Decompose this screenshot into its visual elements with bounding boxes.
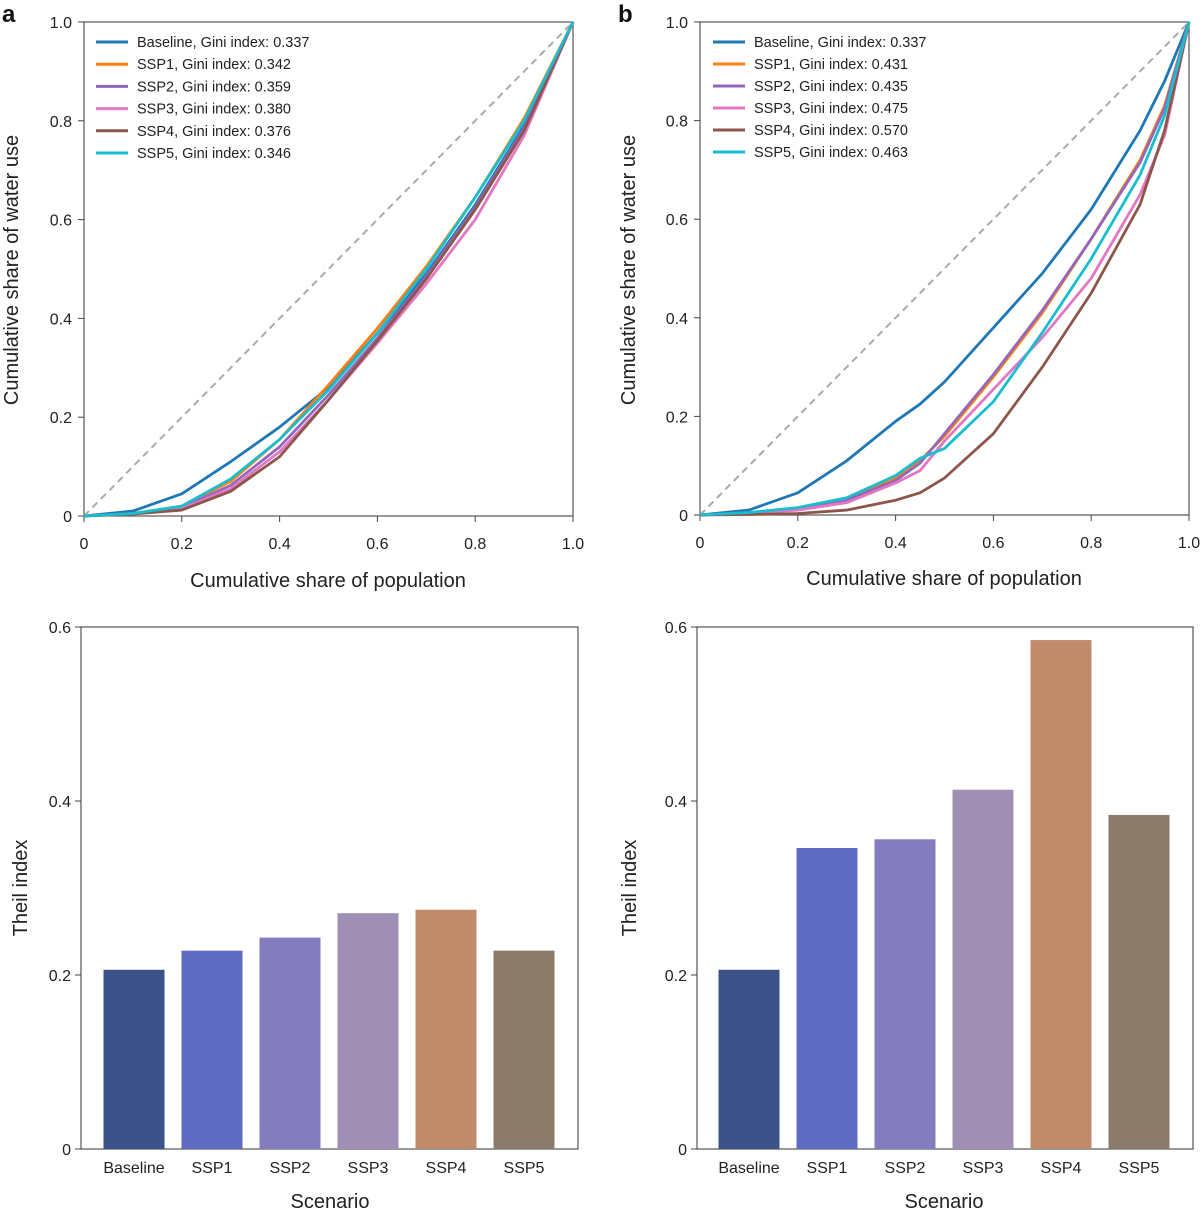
x-tick-label: 0.4 bbox=[268, 536, 290, 553]
y-tick-label: 0.4 bbox=[665, 794, 687, 811]
x-tick-label: 0.8 bbox=[464, 536, 486, 553]
bar-baseline bbox=[103, 969, 165, 1149]
x-axis-label: Cumulative share of population bbox=[806, 568, 1082, 590]
y-tick-label: 0.6 bbox=[49, 620, 71, 637]
x-axis-label: Scenario bbox=[291, 1191, 370, 1209]
y-tick-label: 0.4 bbox=[50, 311, 72, 328]
y-tick-label: 1.0 bbox=[50, 15, 72, 32]
x-tick-label: 0.2 bbox=[171, 536, 193, 553]
x-tick-label: 0.6 bbox=[982, 535, 1004, 552]
y-tick-label: 0.6 bbox=[50, 213, 72, 230]
series-line-4 bbox=[699, 21, 1191, 517]
x-tick-label: SSP1 bbox=[192, 1160, 233, 1177]
equality-line bbox=[83, 21, 574, 517]
x-axis-label: Cumulative share of population bbox=[190, 570, 466, 592]
x-tick-label: 0.2 bbox=[787, 535, 809, 552]
y-tick-label: 0 bbox=[63, 509, 72, 526]
theil-bar-chart-b: Scenario Theil index 0 0.2 0.4 0.6 Baseline S… bbox=[619, 620, 1194, 1213]
series-line-5 bbox=[699, 21, 1191, 517]
legend-label: SSP4, Gini index: 0.376 bbox=[137, 124, 291, 140]
y-tick-label: 0.4 bbox=[49, 794, 71, 811]
x-tick-label: 1.0 bbox=[1178, 535, 1200, 552]
panel-label-a: a bbox=[2, 1, 16, 28]
y-tick-label: 0.2 bbox=[50, 410, 72, 427]
bar-ssp2 bbox=[874, 839, 936, 1149]
legend-label: SSP2, Gini index: 0.435 bbox=[754, 79, 908, 95]
legend-label: SSP1, Gini index: 0.342 bbox=[137, 57, 291, 73]
plot-frame bbox=[83, 21, 574, 517]
legend-label: SSP3, Gini index: 0.380 bbox=[137, 102, 291, 118]
bar-ssp4 bbox=[415, 909, 477, 1149]
theil-bar-chart-a: Scenario Theil index 0 0.2 0.4 0.6 Baseline S… bbox=[10, 620, 579, 1213]
x-tick-label: Baseline bbox=[718, 1160, 779, 1177]
x-tick-label: 0 bbox=[696, 535, 705, 552]
x-tick-label: 0 bbox=[80, 536, 89, 553]
y-axis-label: Theil index bbox=[619, 840, 641, 937]
y-tick-label: 0.2 bbox=[49, 968, 71, 985]
bar-ssp1 bbox=[796, 847, 858, 1149]
x-tick-label: 1.0 bbox=[562, 536, 584, 553]
x-tick-label: SSP3 bbox=[348, 1160, 389, 1177]
legend-label: SSP4, Gini index: 0.570 bbox=[754, 123, 908, 139]
lorenz-chart-a: Cumulative share of population Cumulativ… bbox=[1, 15, 584, 592]
legend-label: SSP2, Gini index: 0.359 bbox=[137, 79, 291, 95]
y-tick-label: 0 bbox=[678, 1142, 687, 1159]
bar-ssp3 bbox=[952, 789, 1014, 1149]
legend-label: SSP5, Gini index: 0.346 bbox=[137, 146, 291, 162]
panel-label-b: b bbox=[618, 1, 633, 28]
bar-ssp1 bbox=[181, 950, 243, 1149]
x-tick-label: 0.8 bbox=[1080, 535, 1102, 552]
y-tick-label: 0.8 bbox=[50, 114, 72, 131]
plot-frame bbox=[699, 21, 1190, 516]
series-line-4 bbox=[83, 21, 575, 518]
y-axis-label: Theil index bbox=[10, 840, 32, 937]
x-tick-label: 0.6 bbox=[366, 536, 388, 553]
x-tick-label: SSP4 bbox=[1041, 1160, 1082, 1177]
bar-ssp5 bbox=[493, 950, 555, 1149]
x-tick-label: SSP4 bbox=[426, 1160, 467, 1177]
y-tick-label: 1.0 bbox=[666, 15, 688, 32]
legend-label: SSP1, Gini index: 0.431 bbox=[754, 57, 908, 73]
x-tick-label: SSP2 bbox=[885, 1160, 926, 1177]
lorenz-chart-b: Cumulative share of population Cumulativ… bbox=[618, 15, 1200, 590]
x-axis-label: Scenario bbox=[905, 1191, 984, 1209]
y-tick-label: 0 bbox=[679, 508, 688, 525]
y-axis-label: Cumulative share of water use bbox=[618, 135, 640, 405]
legend-label: Baseline, Gini index: 0.337 bbox=[754, 35, 927, 51]
x-tick-label: SSP5 bbox=[504, 1160, 545, 1177]
y-tick-label: 0.8 bbox=[666, 114, 688, 131]
y-tick-label: 0.6 bbox=[666, 212, 688, 229]
y-tick-label: 0 bbox=[62, 1142, 71, 1159]
series-line-5 bbox=[83, 21, 575, 518]
y-axis-label: Cumulative share of water use bbox=[1, 135, 23, 405]
plot-frame bbox=[80, 626, 579, 1150]
x-tick-label: SSP5 bbox=[1119, 1160, 1160, 1177]
bar-baseline bbox=[718, 969, 780, 1149]
x-tick-label: SSP1 bbox=[807, 1160, 848, 1177]
y-tick-label: 0.2 bbox=[665, 968, 687, 985]
y-tick-label: 0.2 bbox=[666, 409, 688, 426]
legend-label: SSP3, Gini index: 0.475 bbox=[754, 101, 908, 117]
x-tick-label: SSP3 bbox=[963, 1160, 1004, 1177]
bar-ssp5 bbox=[1108, 814, 1170, 1149]
bar-ssp4 bbox=[1030, 640, 1092, 1149]
x-tick-label: Baseline bbox=[103, 1160, 164, 1177]
bar-ssp3 bbox=[337, 913, 399, 1149]
bar-ssp2 bbox=[259, 937, 321, 1149]
x-tick-label: SSP2 bbox=[270, 1160, 311, 1177]
series-line-3 bbox=[699, 21, 1191, 517]
legend-label: Baseline, Gini index: 0.337 bbox=[137, 35, 310, 51]
equality-line bbox=[699, 21, 1190, 516]
legend-label: SSP5, Gini index: 0.463 bbox=[754, 145, 908, 161]
plot-frame bbox=[696, 626, 1194, 1150]
y-tick-label: 0.4 bbox=[666, 311, 688, 328]
y-tick-label: 0.6 bbox=[665, 620, 687, 637]
series-line-0 bbox=[699, 21, 1191, 517]
x-tick-label: 0.4 bbox=[884, 535, 906, 552]
